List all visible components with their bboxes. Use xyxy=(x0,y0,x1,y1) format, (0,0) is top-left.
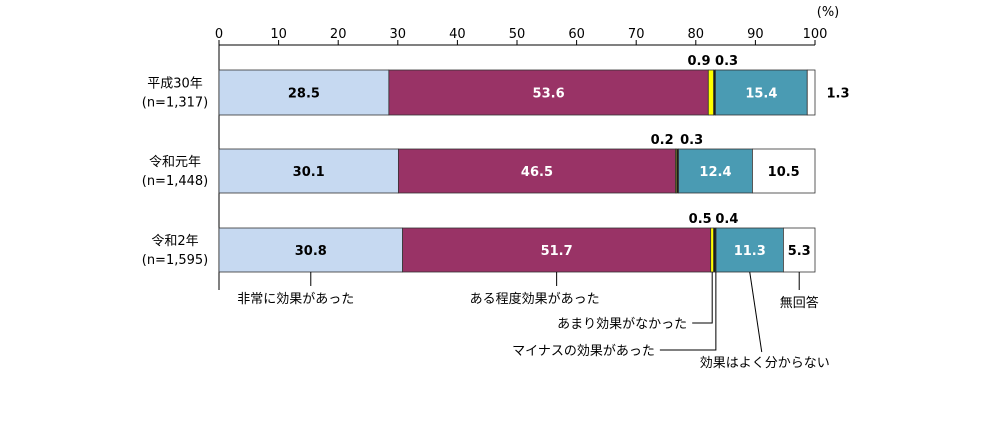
x-tick-label: 70 xyxy=(628,27,645,42)
data-label: 51.7 xyxy=(541,244,573,259)
legend-leader-line xyxy=(659,272,717,351)
x-tick-label: 90 xyxy=(747,27,764,42)
x-tick-label: 60 xyxy=(568,27,585,42)
x-tick-label: 50 xyxy=(509,27,526,42)
x-tick-label: 20 xyxy=(330,27,347,42)
x-tick-label: 100 xyxy=(803,27,828,42)
legend-label: あまり効果がなかった xyxy=(557,317,687,332)
unit-label: (%) xyxy=(817,5,840,20)
data-label: 28.5 xyxy=(288,87,320,102)
category-n-label: (n=1,317) xyxy=(142,96,209,111)
x-tick-label: 80 xyxy=(688,27,705,42)
bar-segment xyxy=(397,148,676,194)
data-label: 30.1 xyxy=(293,165,325,180)
bar-segment xyxy=(715,69,808,116)
data-label: 0.4 xyxy=(715,212,738,227)
bar-segment xyxy=(715,227,784,273)
category-n-label: (n=1,595) xyxy=(142,253,209,268)
category-label: 平成30年 xyxy=(147,77,203,92)
bar-segment xyxy=(806,69,816,116)
data-label: 0.3 xyxy=(715,54,738,69)
data-label: 0.9 xyxy=(687,54,710,69)
bar-segment xyxy=(752,148,816,194)
data-label: 1.3 xyxy=(826,87,849,102)
data-label: 15.4 xyxy=(745,87,777,102)
bar-segment xyxy=(707,69,715,116)
x-tick-label: 0 xyxy=(215,27,223,42)
data-label: 12.4 xyxy=(699,165,731,180)
bar-segment xyxy=(218,227,403,273)
category-n-label: (n=1,448) xyxy=(142,174,209,189)
category-label: 令和元年 xyxy=(149,155,201,170)
legend-label: 非常に効果があった xyxy=(237,292,354,307)
data-label: 0.3 xyxy=(680,133,703,148)
data-label: 46.5 xyxy=(521,165,553,180)
data-label: 0.5 xyxy=(689,212,712,227)
bar-segment xyxy=(218,148,399,194)
legend-label: マイナスの効果があった xyxy=(512,344,655,359)
bar-segment xyxy=(710,227,715,273)
bar-segment xyxy=(218,69,390,116)
legend-label: 無回答 xyxy=(780,295,819,311)
x-tick-label: 40 xyxy=(449,27,466,42)
x-tick-label: 30 xyxy=(390,27,407,42)
bar-segment xyxy=(388,69,709,116)
x-tick-label: 10 xyxy=(270,27,287,42)
data-label: 0.2 xyxy=(651,133,674,148)
data-label: 53.6 xyxy=(533,87,565,102)
legend-leader-line xyxy=(749,271,763,353)
data-label: 30.8 xyxy=(295,244,327,259)
bar-segment xyxy=(783,227,816,273)
bar-segment xyxy=(678,148,753,194)
legend-label: ある程度効果があった xyxy=(470,291,600,307)
data-label: 10.5 xyxy=(768,165,800,180)
legend-label: 効果はよく分からない xyxy=(700,356,830,371)
category-label: 令和2年 xyxy=(151,234,198,249)
legend-leader-line xyxy=(692,272,713,324)
data-label: 11.3 xyxy=(734,244,766,259)
data-label: 5.3 xyxy=(788,244,811,259)
